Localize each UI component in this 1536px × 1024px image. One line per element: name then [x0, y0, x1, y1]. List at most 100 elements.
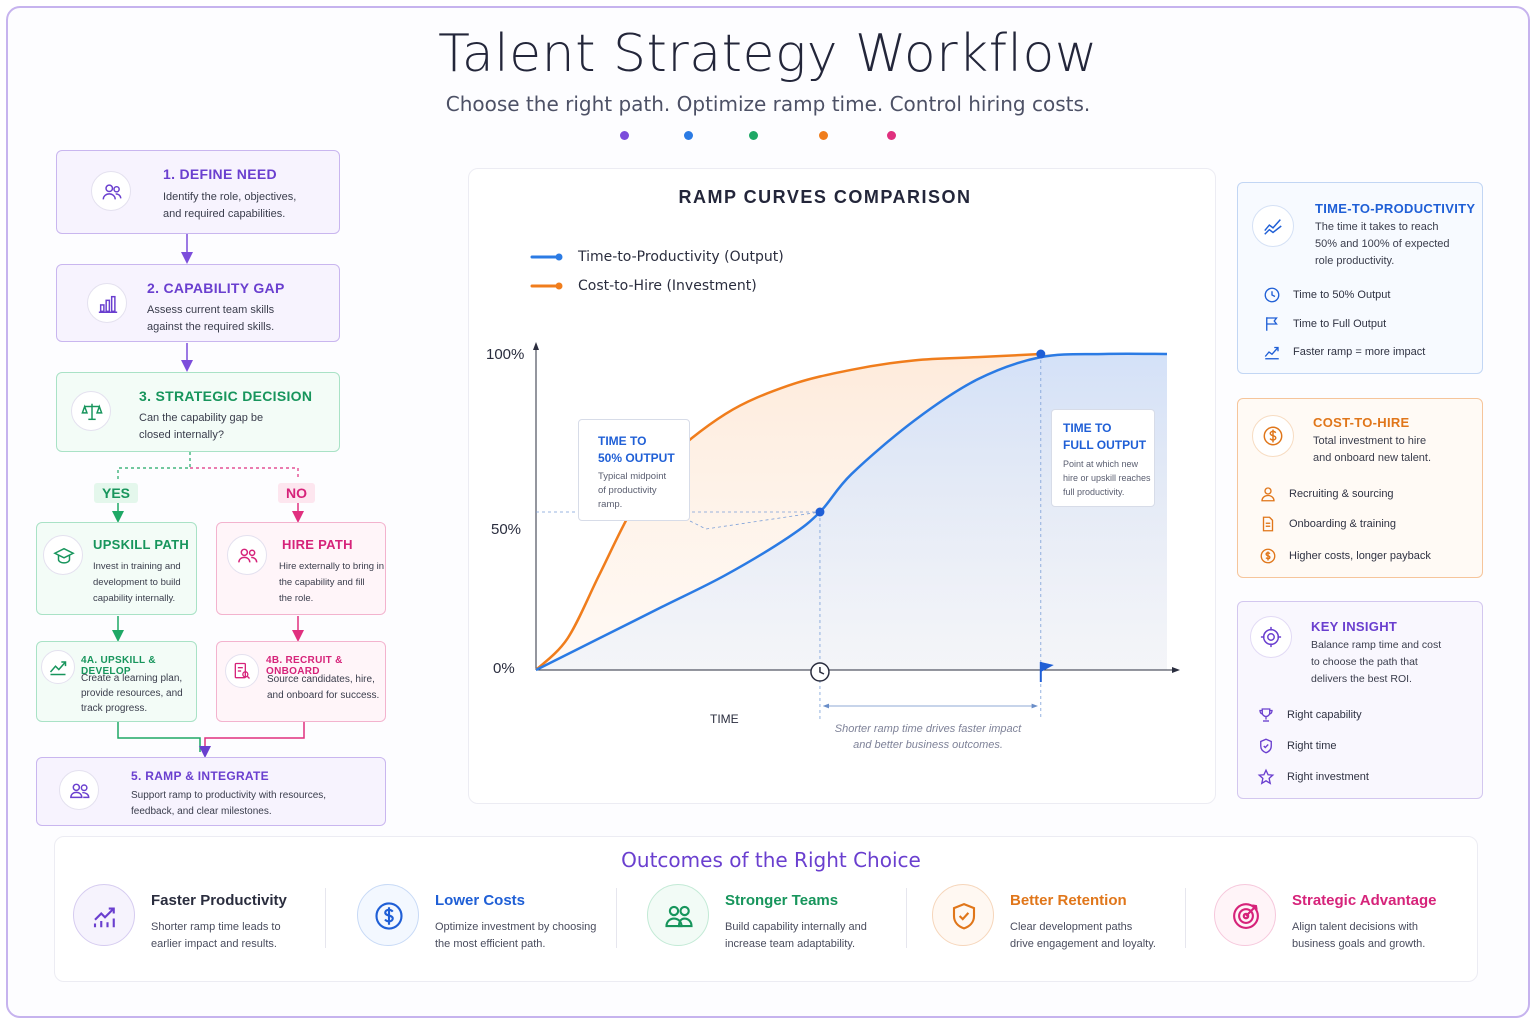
shield-check-icon: [1260, 738, 1272, 754]
path-title: HIRE PATH: [282, 537, 353, 552]
x-axis-label: TIME: [710, 712, 739, 726]
panel-title: TIME-TO-PRODUCTIVITY: [1315, 201, 1476, 216]
panel-key-insight: KEY INSIGHT Balance ramp time and cost to…: [1237, 601, 1483, 799]
chart-title: RAMP CURVES COMPARISON: [678, 187, 972, 207]
flag-icon: [1266, 317, 1278, 331]
legend-line-orange: [530, 282, 563, 290]
star-icon: [1257, 768, 1275, 785]
legend-line-blue: [530, 253, 563, 261]
crosshair-icon: [1250, 616, 1292, 658]
path-desc: Hire externally to bring in the capabilit…: [279, 561, 385, 604]
step-define-need: 1. DEFINE NEED Identify the role, object…: [56, 150, 340, 234]
shield-check-icon: [932, 884, 994, 946]
y-tick-100: 100%: [486, 346, 525, 363]
flow-connectors: [112, 234, 305, 758]
scale-icon: [71, 391, 111, 431]
outcome-title: Lower Costs: [435, 892, 526, 909]
legend-series-output: Time-to-Productivity (Output): [578, 249, 784, 265]
step-title: 2. CAPABILITY GAP: [147, 280, 285, 296]
outcome-title: Strategic Advantage: [1292, 892, 1437, 909]
item-onboarding: Onboarding & training: [1262, 516, 1396, 532]
callout-desc: Typical midpoint of productivity ramp.: [598, 471, 667, 510]
outcome-desc: Shorter ramp time leads to earlier impact…: [151, 921, 281, 950]
dot-purple: [620, 131, 629, 140]
chart-note: Shorter ramp time drives faster impact an…: [834, 723, 1022, 751]
divider: [325, 888, 326, 948]
dot-pink: [887, 131, 896, 140]
people-icon: [227, 535, 267, 575]
step-recruit-onboard: 4B. RECRUIT & ONBOARD Source candidates,…: [216, 641, 386, 722]
step-desc: Create a learning plan, provide resources…: [81, 673, 183, 714]
trend-icon: [1264, 346, 1279, 360]
trend-line-icon: [1252, 205, 1294, 247]
panel-desc: Total investment to hire and onboard new …: [1313, 435, 1432, 464]
outcome-title: Stronger Teams: [725, 892, 839, 909]
item-time-to-50: Time to 50% Output: [1264, 287, 1390, 303]
upskill-path: UPSKILL PATH Invest in training and devel…: [36, 522, 197, 615]
trend-icon: [41, 650, 75, 684]
item-recruiting: Recruiting & sourcing: [1261, 487, 1394, 502]
step-title: 4B. RECRUIT & ONBOARD: [266, 655, 343, 677]
dollar-icon: [1252, 415, 1294, 457]
page-title: Talent Strategy Workflow: [438, 24, 1098, 84]
callout-desc: Point at which new hire or upskill reache…: [1063, 459, 1151, 497]
outcome-title: Faster Productivity: [151, 892, 287, 909]
panel-time-to-productivity: TIME-TO-PRODUCTIVITY The time it takes t…: [1237, 182, 1483, 374]
dot-orange: [819, 131, 828, 140]
panel-title: KEY INSIGHT: [1311, 619, 1398, 634]
legend-series-cost: Cost-to-Hire (Investment): [578, 278, 757, 294]
team-icon: [647, 884, 709, 946]
callout-time-to-50: TIME TO 50% OUTPUT Typical midpoint of pro…: [578, 419, 690, 521]
step-title: 4A. UPSKILL & DEVELOP: [81, 655, 156, 677]
step-desc: Assess current team skills against the re…: [147, 304, 275, 333]
document-search-icon: [225, 654, 259, 688]
item-higher-costs: Higher costs, longer payback: [1260, 548, 1431, 564]
person-icon: [1261, 487, 1275, 502]
outcome-desc: Clear development paths drive engagement …: [1010, 921, 1156, 950]
step-desc: Support ramp to productivity with resour…: [131, 790, 327, 817]
dot-blue: [684, 131, 693, 140]
step-desc: Identify the role, objectives, and requir…: [163, 191, 297, 220]
outcome-desc: Align talent decisions with business goal…: [1292, 921, 1426, 950]
document-icon: [1262, 516, 1274, 532]
y-tick-0: 0%: [493, 660, 515, 677]
panel-desc: Balance ramp time and cost to choose the …: [1311, 639, 1442, 685]
divider: [616, 888, 617, 948]
people-icon: [91, 171, 131, 211]
page-subtitle: Choose the right path. Optimize ramp tim…: [445, 92, 1091, 116]
callout-time-to-full: TIME TO FULL OUTPUT Point at which new hir…: [1051, 409, 1155, 507]
outcome-desc: Optimize investment by choosing the most …: [435, 921, 597, 950]
hire-path: HIRE PATH Hire externally to bring in the…: [216, 522, 386, 615]
growth-chart-icon: [73, 884, 135, 946]
step-desc: Can the capability gap be closed internal…: [139, 412, 264, 441]
item-right-time: Right time: [1260, 738, 1337, 754]
outcome-desc: Build capability internally and increase …: [725, 921, 867, 950]
trophy-icon: [1259, 708, 1273, 722]
path-desc: Invest in training and development to bui…: [93, 561, 181, 604]
path-title: UPSKILL PATH: [93, 537, 190, 552]
step-title: 3. STRATEGIC DECISION: [139, 388, 313, 404]
bar-chart-icon: [87, 283, 127, 323]
item-faster-ramp: Faster ramp = more impact: [1264, 346, 1425, 360]
divider: [906, 888, 907, 948]
color-dots: [620, 131, 900, 141]
target-icon: [1214, 884, 1276, 946]
divider: [1185, 888, 1186, 948]
panel-desc: The time it takes to reach 50% and 100% o…: [1315, 221, 1450, 267]
step-upskill-develop: 4A. UPSKILL & DEVELOP Create a learning …: [36, 641, 197, 722]
item-right-investment: Right investment: [1257, 768, 1369, 785]
item-right-capability: Right capability: [1259, 708, 1362, 722]
outcome-title: Better Retention: [1010, 892, 1127, 909]
step-ramp-integrate: 5. RAMP & INTEGRATE Support ramp to prod…: [36, 757, 386, 826]
panel-cost-to-hire: COST-TO-HIRE Total investment to hire and…: [1237, 398, 1483, 578]
people-icon: [59, 770, 99, 810]
outcomes-title: Outcomes of the Right Choice: [621, 848, 921, 872]
step-title: 1. DEFINE NEED: [163, 166, 277, 182]
step-capability-gap: 2. CAPABILITY GAP Assess current team sk…: [56, 264, 340, 342]
dollar-icon: [357, 884, 419, 946]
callout-title: TIME TO 50% OUTPUT: [598, 434, 675, 465]
callout-title: TIME TO FULL OUTPUT: [1063, 421, 1147, 452]
yes-label: YES: [94, 483, 139, 503]
step-desc: Source candidates, hire, and onboard for …: [267, 674, 380, 701]
step-title: 5. RAMP & INTEGRATE: [131, 769, 269, 783]
